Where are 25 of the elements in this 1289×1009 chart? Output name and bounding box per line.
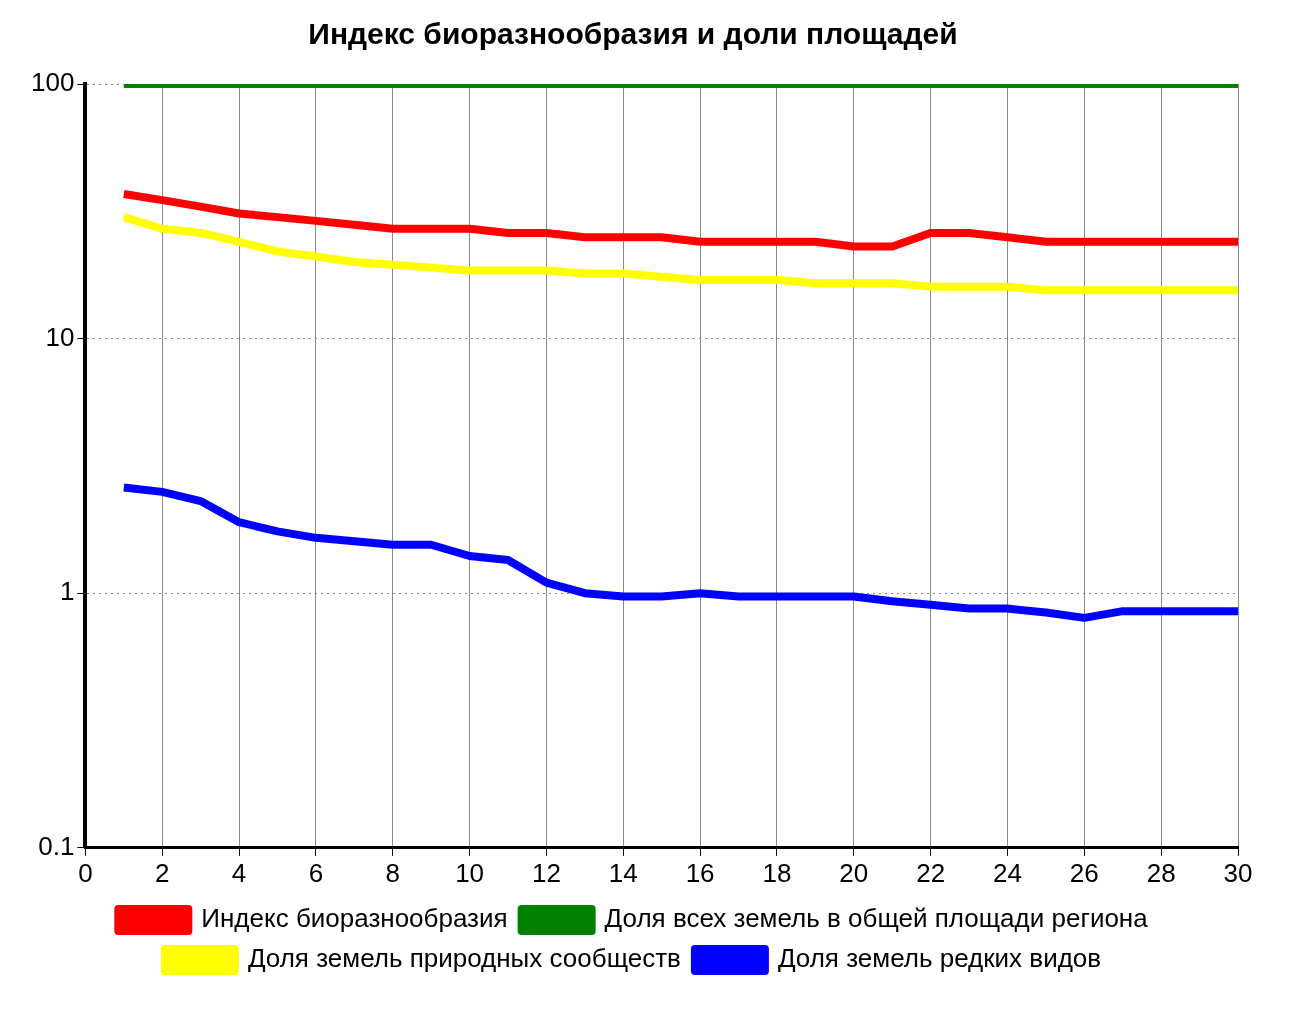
legend-label: Доля земель редких видов — [777, 943, 1102, 974]
legend-label: Доля всех земель в общей площади региона — [604, 903, 1149, 934]
y-tick-label: 100 — [30, 67, 75, 98]
legend-label: Доля земель природных сообществ — [247, 943, 681, 974]
x-tick-label: 26 — [1069, 857, 1099, 888]
x-tick-label: 12 — [531, 857, 561, 888]
y-tick-label: 10 — [45, 321, 75, 352]
x-tick-label: 4 — [231, 857, 247, 888]
y-tick-label: 0.1 — [38, 830, 75, 861]
x-tick-label: 28 — [1146, 857, 1176, 888]
x-tick-label: 14 — [608, 857, 638, 888]
x-tick-label: 24 — [993, 857, 1022, 888]
x-tick-label: 0 — [78, 857, 93, 888]
x-tick-label: 2 — [154, 857, 170, 888]
y-tick-label: 1 — [59, 576, 75, 607]
x-tick-label: 10 — [455, 857, 485, 888]
x-tick-label: 18 — [762, 857, 792, 888]
x-tick-label: 30 — [1223, 857, 1253, 888]
x-tick-label: 8 — [385, 857, 400, 888]
legend-label: Индекс биоразнообразия — [201, 903, 508, 934]
x-tick-label: 6 — [308, 857, 324, 888]
x-tick-label: 22 — [916, 857, 946, 888]
x-tick-label: 16 — [685, 857, 715, 888]
x-tick-label: 20 — [839, 857, 869, 888]
chart-title: Индекс биоразнообразия и доли площадей — [308, 17, 958, 51]
